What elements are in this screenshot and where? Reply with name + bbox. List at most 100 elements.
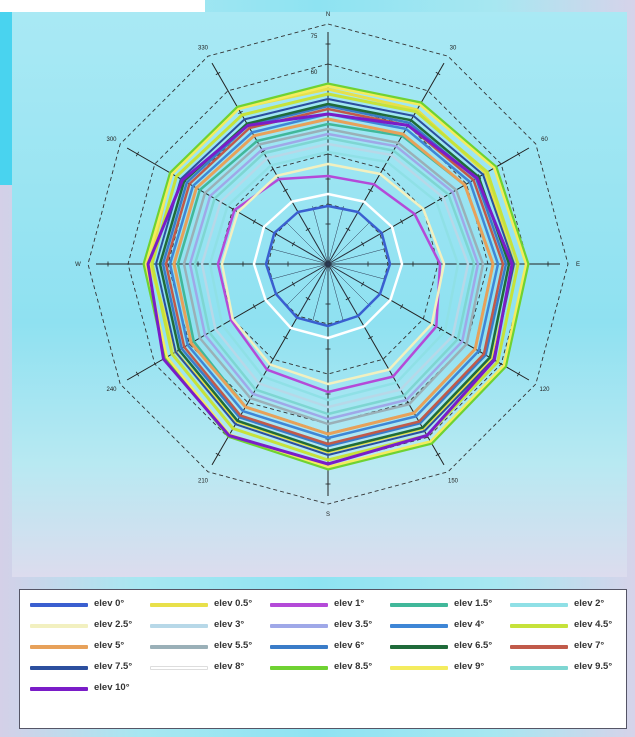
direction-label-8: 240 xyxy=(106,387,117,393)
legend-label: elev 1.5° xyxy=(454,598,493,609)
series-14 xyxy=(164,107,505,446)
legend-item: elev 3.5° xyxy=(270,619,385,633)
grid-tick xyxy=(252,304,256,309)
grid-tick xyxy=(135,371,140,377)
inner-spoke xyxy=(327,263,344,323)
inner-spoke xyxy=(327,263,387,280)
inner-spoke xyxy=(285,221,329,265)
inner-spoke xyxy=(312,205,329,265)
inner-spoke xyxy=(327,263,381,295)
direction-label-0: N xyxy=(326,12,330,18)
grid-tick xyxy=(435,71,441,76)
inner-spoke xyxy=(327,221,371,265)
legend-label: elev 4° xyxy=(454,619,485,630)
grid-tick xyxy=(438,326,443,332)
legend-item: elev 9.5° xyxy=(510,661,625,675)
series-10 xyxy=(172,117,495,436)
legend-label: elev 3.5° xyxy=(334,619,373,630)
legend-item: elev 4.5° xyxy=(510,619,625,633)
grid-tick xyxy=(238,110,243,115)
grid-tick xyxy=(215,452,221,457)
legend-label: elev 5° xyxy=(94,640,125,651)
legend-swatch xyxy=(30,603,88,607)
grid-tick xyxy=(516,151,521,157)
grid-tick xyxy=(400,219,404,224)
legend-swatch xyxy=(390,624,448,628)
direction-label-5: 150 xyxy=(448,479,459,485)
inner-spoke xyxy=(327,205,344,265)
legend-swatch xyxy=(510,645,568,649)
series-18 xyxy=(144,84,528,469)
legend-swatch xyxy=(270,645,328,649)
legend-label: elev 6° xyxy=(334,640,365,651)
direction-label-4: 120 xyxy=(539,387,550,393)
legend-swatch xyxy=(30,645,88,649)
grid-tick xyxy=(368,188,373,192)
legend-item: elev 5° xyxy=(30,640,145,654)
series-4 xyxy=(208,150,460,402)
legend-swatch xyxy=(30,687,88,691)
legend-swatch xyxy=(390,645,448,649)
series-15 xyxy=(155,98,515,456)
grid-tick xyxy=(252,219,256,224)
grid-tick xyxy=(516,371,521,377)
legend-swatch xyxy=(270,666,328,670)
inner-spoke xyxy=(275,263,329,295)
legend-item: elev 4° xyxy=(390,619,505,633)
direction-label-7: 210 xyxy=(198,479,209,485)
grid-tick xyxy=(368,336,373,340)
grid-tick xyxy=(400,304,404,309)
direction-label-1: 30 xyxy=(450,45,457,51)
legend-item: elev 3° xyxy=(150,619,265,633)
inner-spoke xyxy=(297,263,329,317)
ring-label-1: 60 xyxy=(311,70,318,76)
grid-tick xyxy=(283,188,288,192)
legend-swatch xyxy=(30,624,88,628)
legend-label: elev 0.5° xyxy=(214,598,253,609)
inner-spoke xyxy=(327,248,387,265)
legend-label: elev 4.5° xyxy=(574,619,613,630)
legend-swatch xyxy=(270,603,328,607)
inner-spoke xyxy=(269,248,329,265)
legend-swatch xyxy=(150,603,208,607)
inner-spoke xyxy=(327,233,381,265)
legend-label: elev 8.5° xyxy=(334,661,373,672)
legend-label: elev 7.5° xyxy=(94,661,133,672)
grid-tick xyxy=(215,71,221,76)
grid-tick xyxy=(283,336,288,340)
legend-item: elev 5.5° xyxy=(150,640,265,654)
legend-item: elev 6.5° xyxy=(390,640,505,654)
direction-label-6: S xyxy=(326,512,330,518)
legend-item: elev 8° xyxy=(150,661,265,675)
direction-label-11: 330 xyxy=(198,45,209,51)
series-2 xyxy=(216,174,442,394)
legend-label: elev 3° xyxy=(214,619,245,630)
series-9 xyxy=(150,92,520,462)
series-13 xyxy=(158,102,511,453)
series-8 xyxy=(168,112,500,440)
grid-tick xyxy=(260,149,266,154)
legend-item: elev 9° xyxy=(390,661,505,675)
series-19 xyxy=(193,136,476,416)
legend: elev 0° elev 0.5° elev 1° elev 1.5° elev 2° e… xyxy=(19,589,627,729)
ring-label-0: 75 xyxy=(311,34,318,40)
series-5 xyxy=(220,162,446,386)
inner-spoke xyxy=(312,263,329,323)
legend-swatch xyxy=(150,624,208,628)
legend-swatch xyxy=(510,624,568,628)
grid-tick xyxy=(438,196,443,202)
legend-swatch xyxy=(150,645,208,649)
legend-swatch xyxy=(510,603,568,607)
inner-spoke xyxy=(285,263,329,307)
direction-label-9: W xyxy=(75,262,81,268)
legend-label: elev 10° xyxy=(94,682,130,693)
direction-label-2: 60 xyxy=(541,137,548,143)
legend-item: elev 10° xyxy=(30,682,145,696)
legend-label: elev 1° xyxy=(334,598,365,609)
inner-spoke xyxy=(327,263,371,307)
legend-label: elev 5.5° xyxy=(214,640,253,651)
legend-label: elev 7° xyxy=(574,640,605,651)
legend-swatch xyxy=(390,666,448,670)
